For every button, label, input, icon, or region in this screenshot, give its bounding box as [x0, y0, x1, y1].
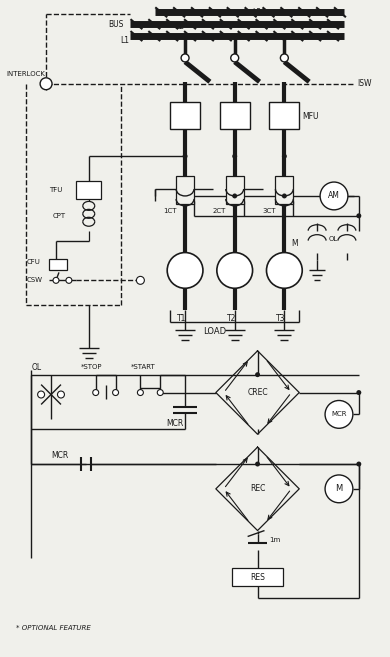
- Circle shape: [232, 193, 237, 198]
- Circle shape: [320, 182, 348, 210]
- Bar: [269, 102, 299, 129]
- Text: TFU: TFU: [49, 187, 62, 193]
- Text: *STOP: *STOP: [81, 364, 102, 370]
- Text: AM: AM: [328, 191, 340, 200]
- Text: L3: L3: [253, 8, 262, 17]
- Bar: [275, 176, 293, 204]
- Circle shape: [282, 154, 287, 159]
- Circle shape: [255, 462, 260, 466]
- Circle shape: [232, 154, 237, 159]
- Circle shape: [66, 277, 72, 283]
- Bar: [220, 102, 250, 129]
- Circle shape: [113, 390, 119, 396]
- Text: * OPTIONAL FEATURE: * OPTIONAL FEATURE: [16, 625, 91, 631]
- Circle shape: [137, 390, 144, 396]
- Text: T1: T1: [177, 313, 186, 323]
- Text: 3CT: 3CT: [262, 208, 276, 214]
- Bar: [76, 181, 101, 199]
- Circle shape: [356, 462, 361, 466]
- Text: T2: T2: [227, 313, 236, 323]
- Text: BUS: BUS: [109, 20, 124, 29]
- Text: MCR: MCR: [167, 419, 184, 428]
- Circle shape: [37, 391, 44, 398]
- Circle shape: [181, 54, 189, 62]
- Circle shape: [282, 193, 287, 198]
- Bar: [226, 176, 244, 204]
- Bar: [232, 568, 284, 586]
- Circle shape: [325, 401, 353, 428]
- Text: CPT: CPT: [53, 213, 66, 219]
- Text: MCR: MCR: [51, 451, 68, 460]
- Text: 2CT: 2CT: [213, 208, 226, 214]
- Bar: [176, 176, 194, 204]
- Circle shape: [325, 475, 353, 503]
- Circle shape: [231, 54, 239, 62]
- Text: MCR: MCR: [331, 411, 347, 417]
- Text: OL: OL: [31, 363, 41, 373]
- Circle shape: [53, 277, 59, 283]
- Text: *START: *START: [131, 364, 155, 370]
- Text: ISW: ISW: [357, 79, 371, 88]
- Text: MFU: MFU: [302, 112, 319, 121]
- Text: INTERLOCK: INTERLOCK: [6, 71, 45, 77]
- Text: T3: T3: [277, 313, 286, 323]
- Circle shape: [40, 78, 52, 90]
- Text: CFU: CFU: [26, 260, 40, 265]
- Circle shape: [266, 252, 302, 288]
- Text: REC: REC: [250, 484, 265, 493]
- Text: M: M: [291, 239, 298, 248]
- Circle shape: [356, 390, 361, 395]
- Text: LOAD: LOAD: [203, 327, 227, 336]
- Text: CSW: CSW: [26, 277, 42, 283]
- Text: CREC: CREC: [247, 388, 268, 397]
- Circle shape: [255, 372, 260, 377]
- Circle shape: [167, 252, 203, 288]
- Circle shape: [57, 391, 64, 398]
- Bar: [170, 102, 200, 129]
- Circle shape: [356, 214, 361, 218]
- Text: 1m: 1m: [269, 537, 281, 543]
- Text: M: M: [335, 484, 342, 493]
- Circle shape: [217, 252, 253, 288]
- Circle shape: [93, 390, 99, 396]
- Text: 1CT: 1CT: [163, 208, 177, 214]
- Text: OL: OL: [329, 236, 338, 242]
- Text: RES: RES: [250, 573, 265, 581]
- Circle shape: [157, 390, 163, 396]
- Circle shape: [136, 277, 144, 284]
- Bar: [49, 258, 67, 271]
- Text: L1: L1: [121, 35, 129, 45]
- Circle shape: [280, 54, 288, 62]
- Circle shape: [183, 154, 188, 159]
- Text: L2: L2: [175, 22, 184, 31]
